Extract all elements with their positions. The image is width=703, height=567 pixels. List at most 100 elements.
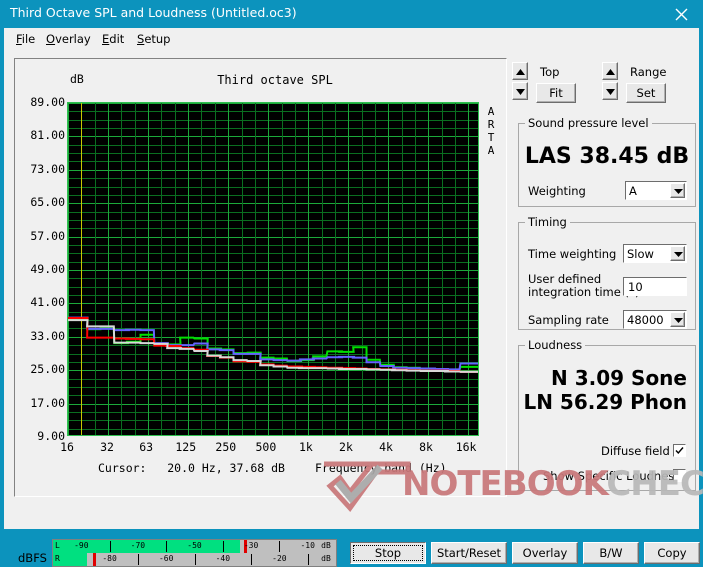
sampling-rate-value: 48000 (627, 313, 664, 327)
top-spin-down[interactable] (512, 82, 528, 100)
chart-title: Third octave SPL (217, 73, 333, 87)
y-axis-unit: dB (70, 72, 84, 86)
time-weighting-label: Time weighting (528, 247, 617, 261)
window-title: Third Octave SPL and Loudness (Untitled.… (10, 5, 297, 20)
timing-group: Timing Time weighting Slow User defined … (518, 215, 696, 330)
y-tick-label: 33.00 (30, 328, 65, 343)
chevron-down-icon[interactable] (670, 183, 685, 198)
x-axis-title: Frequency band (Hz) (315, 461, 447, 475)
specific-loudness-label: Show Specific Loudness (543, 469, 681, 483)
spl-group-legend: Sound pressure level (525, 116, 652, 130)
set-button[interactable]: Set (626, 83, 666, 103)
integration-time-input[interactable]: 10 (623, 277, 687, 296)
top-spinner[interactable] (512, 62, 528, 100)
meter-row-left: L -90 -70 -50 -30 -10 dB (53, 540, 336, 553)
x-tick-label: 2k (339, 440, 353, 454)
diffuse-field-label: Diffuse field (601, 444, 670, 458)
spl-value: LAS 38.45 dB (524, 144, 690, 169)
meter-tick-label: -60 (158, 554, 174, 563)
meter-tick-mark (137, 554, 139, 565)
loudness-sone-value: N 3.09 Sone (551, 366, 687, 390)
menu-setup[interactable]: Setup (137, 32, 171, 46)
x-tick-label: 16 (60, 440, 74, 454)
weighting-value: A (629, 184, 637, 198)
y-axis-labels: 89.00 81.00 73.00 65.00 57.00 49.00 41.00 33.00… (15, 59, 65, 496)
chevron-down-icon[interactable] (670, 246, 685, 261)
meter-tick-mark (251, 554, 253, 565)
y-tick-label: 25.00 (30, 362, 65, 377)
spl-group: Sound pressure level LAS 38.45 dB Weight… (518, 116, 696, 207)
sampling-rate-select[interactable]: 48000 (623, 310, 687, 329)
menu-file[interactable]: File (16, 32, 36, 46)
start-reset-button[interactable]: Start/Reset (431, 542, 507, 564)
x-tick-label: 4k (379, 440, 393, 454)
meter-tick-label: -10 (300, 541, 315, 550)
loudness-group: Loudness N 3.09 Sone LN 56.29 Phon Diffu… (518, 338, 696, 491)
time-weighting-value: Slow (627, 247, 654, 261)
top-spin-up[interactable] (512, 62, 528, 80)
x-tick-label: 1k (298, 440, 313, 454)
range-spinner[interactable] (602, 62, 618, 100)
integration-time-label: User defined integration time (s) (528, 272, 640, 299)
chevron-down-icon[interactable] (670, 312, 685, 327)
range-spin-down[interactable] (602, 82, 618, 100)
cursor-label: Cursor: (98, 461, 147, 475)
spl-plot[interactable] (67, 102, 479, 436)
meter-channel-right: R (55, 554, 60, 563)
cursor-value: 20.0 Hz, 37.68 dB (167, 461, 285, 475)
right-panel: Top Fit Range Set Sound pressure level L… (512, 58, 696, 495)
y-tick-label: 41.00 (30, 295, 65, 310)
spl-curves (68, 316, 478, 373)
x-tick-label: 16k (455, 440, 477, 454)
meter-row-right: R -80 -60 -40 -20 dB (53, 553, 336, 566)
meter-tick-mark (166, 541, 168, 552)
curve-green (68, 317, 478, 372)
range-spin-up[interactable] (602, 62, 618, 80)
bw-button[interactable]: B/W (583, 542, 639, 564)
x-axis-labels: 16 32 63 125 250 500 1k 2k 4k 8k 16k (60, 440, 479, 456)
stop-button[interactable]: Stop (350, 542, 426, 564)
menu-overlay[interactable]: Overlay (46, 32, 91, 46)
overlay-button[interactable]: Overlay (512, 542, 578, 564)
diffuse-field-checkbox[interactable] (673, 444, 686, 457)
meter-peak-right (92, 553, 96, 566)
meter-unit-label: dBFS (18, 551, 47, 565)
meter-tick-label: -20 (272, 554, 287, 563)
meter-tick-mark (109, 541, 111, 552)
close-icon[interactable] (659, 0, 703, 28)
y-tick-label: 89.00 (30, 95, 65, 109)
copy-button[interactable]: Copy (644, 542, 700, 564)
cursor-readout: Cursor: 20.0 Hz, 37.68 dB (98, 461, 285, 475)
weighting-select[interactable]: A (625, 181, 687, 200)
fit-button[interactable]: Fit (536, 83, 576, 103)
weighting-label: Weighting (528, 184, 586, 198)
x-tick-label: 8k (419, 440, 433, 454)
meter-tick-mark (194, 554, 196, 565)
integration-time-value: 10 (628, 280, 643, 294)
meter-tick-label: -70 (130, 541, 146, 550)
menu-bar: File Overlay Edit Setup (4, 28, 699, 48)
meter-tick-label: -80 (102, 554, 117, 563)
meter-unit-suffix: dB (321, 541, 331, 550)
meter-tick-label: -30 (243, 541, 259, 550)
y-tick-label: 17.00 (30, 395, 65, 410)
curve-red (68, 317, 478, 373)
loudness-phon-value: LN 56.29 Phon (523, 390, 687, 414)
specific-loudness-checkbox[interactable] (673, 469, 686, 482)
loudness-group-legend: Loudness (525, 338, 586, 352)
meter-tick-label: -90 (74, 541, 89, 550)
y-tick-label: 49.00 (30, 262, 65, 276)
menu-edit[interactable]: Edit (102, 32, 125, 46)
cursor-line (81, 103, 82, 435)
x-tick-label: 63 (139, 440, 154, 454)
title-bar: Third Octave SPL and Loudness (Untitled.… (0, 0, 703, 28)
x-tick-label: 500 (255, 440, 277, 454)
time-weighting-select[interactable]: Slow (623, 244, 687, 263)
x-tick-label: 125 (175, 440, 197, 454)
meter-tick-label: -50 (187, 541, 202, 550)
dbfs-meter: L -90 -70 -50 -30 -10 dB R -80 -60 -40 -20 dB (52, 539, 337, 567)
